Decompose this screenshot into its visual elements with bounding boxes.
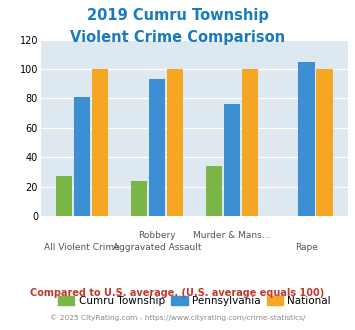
Text: All Violent Crime: All Violent Crime [44, 243, 120, 252]
Text: Aggravated Assault: Aggravated Assault [113, 243, 201, 252]
Text: Compared to U.S. average. (U.S. average equals 100): Compared to U.S. average. (U.S. average … [31, 288, 324, 298]
Bar [166, 69, 183, 216]
Bar [56, 177, 72, 216]
Bar [241, 69, 258, 216]
Text: Robbery: Robbery [138, 231, 176, 240]
Bar [131, 181, 147, 216]
Text: Violent Crime Comparison: Violent Crime Comparison [70, 30, 285, 45]
Text: 2019 Cumru Township: 2019 Cumru Township [87, 8, 268, 23]
Text: © 2025 CityRating.com - https://www.cityrating.com/crime-statistics/: © 2025 CityRating.com - https://www.city… [50, 314, 305, 321]
Bar [224, 104, 240, 216]
Text: Rape: Rape [295, 243, 318, 252]
Bar [299, 62, 315, 216]
Bar [149, 79, 165, 216]
Bar [206, 166, 222, 216]
Legend: Cumru Township, Pennsylvania, National: Cumru Township, Pennsylvania, National [54, 292, 335, 311]
Bar [92, 69, 108, 216]
Bar [316, 69, 333, 216]
Bar [74, 97, 90, 216]
Text: Murder & Mans...: Murder & Mans... [193, 231, 271, 240]
